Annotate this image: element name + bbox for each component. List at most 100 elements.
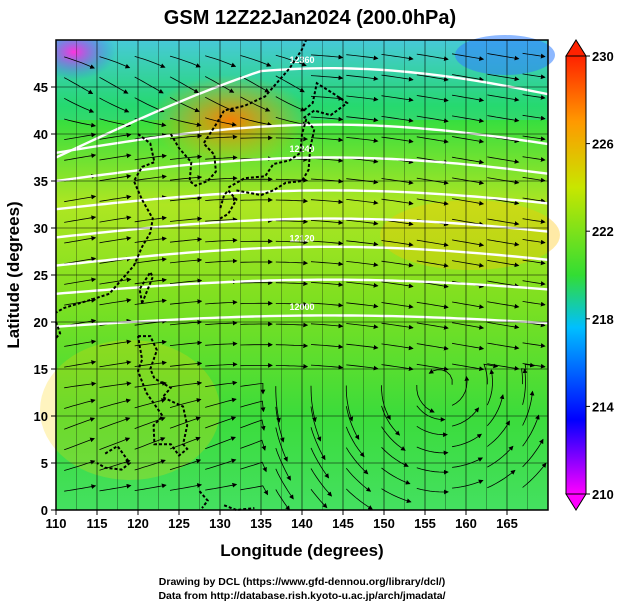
streamline-arrow	[205, 175, 238, 181]
streamline-arrow	[381, 343, 414, 351]
streamline-arrow	[345, 447, 369, 475]
y-tick-label: 35	[34, 174, 48, 189]
streamline-arrow	[452, 433, 482, 448]
streamline-arrow	[99, 483, 132, 492]
streamline-arrow	[452, 94, 485, 103]
streamline-arrow	[169, 319, 203, 326]
streamline-arrow	[522, 176, 546, 183]
streamline-arrow	[169, 237, 203, 243]
field-cold-region	[455, 35, 555, 75]
streamline-arrow	[240, 382, 266, 395]
streamline-arrow	[99, 215, 132, 223]
streamline-arrow	[522, 390, 535, 426]
streamline-arrow	[310, 344, 344, 350]
streamline-arrow	[99, 76, 129, 94]
streamline-arrow	[64, 97, 95, 113]
streamline-arrow	[64, 417, 96, 430]
streamline-arrow	[487, 156, 520, 164]
streamline-arrow	[169, 175, 203, 181]
streamline-arrow	[134, 133, 167, 140]
x-tick-label: 145	[332, 516, 354, 531]
streamline-arrow	[416, 74, 449, 82]
streamline-arrow	[522, 197, 546, 204]
streamline-arrow	[416, 115, 449, 123]
streamline-arrow	[134, 153, 167, 161]
streamline-arrow	[346, 302, 379, 309]
streamline-arrow	[134, 437, 166, 450]
streamline-arrow	[310, 199, 344, 205]
streamline-arrow	[487, 73, 520, 82]
streamline-arrow	[205, 341, 238, 347]
streamline-arrow	[169, 97, 200, 113]
streamline-arrow	[487, 363, 520, 371]
streamline-arrow	[452, 53, 485, 61]
streamline-arrow	[205, 155, 238, 160]
streamline-arrow	[205, 299, 238, 305]
streamline-arrow	[522, 342, 546, 348]
streamline-arrow	[416, 198, 449, 206]
streamline-arrow	[240, 96, 271, 112]
streamline-arrow	[416, 363, 449, 372]
streamline-arrow	[64, 437, 95, 451]
streamline-arrow	[345, 385, 354, 422]
coastline	[55, 321, 62, 339]
field-warm-south	[40, 340, 220, 480]
x-tick-label: 150	[373, 516, 395, 531]
streamline-arrow	[381, 116, 414, 123]
streamline-arrow	[275, 489, 290, 511]
streamline-arrow	[416, 425, 448, 438]
streamline-arrow	[416, 343, 449, 351]
streamline-arrow	[381, 95, 414, 103]
coastline	[227, 117, 316, 197]
streamline-arrow	[99, 398, 131, 409]
streamline-arrow	[169, 154, 203, 160]
streamline-arrow	[205, 458, 237, 470]
streamline-arrow	[487, 342, 520, 350]
streamline-arrow	[134, 236, 167, 243]
y-axis-ticks: 0 5 10 15 20 25 30 35 40 45	[34, 80, 56, 518]
streamline-arrow	[310, 323, 344, 329]
streamline-arrow	[416, 260, 449, 268]
x-tick-label: 120	[127, 516, 149, 531]
streamline-arrow	[346, 137, 379, 143]
colorbar-tick-label: 222	[592, 224, 614, 239]
streamline-arrow	[346, 240, 379, 247]
y-tick-label: 45	[34, 80, 48, 95]
x-tick-label: 130	[209, 516, 231, 531]
streamline-arrow	[452, 479, 484, 489]
y-tick-label: 10	[34, 409, 48, 424]
streamline-arrow	[310, 468, 333, 497]
streamline-arrow	[64, 459, 96, 471]
streamline-arrow	[134, 174, 167, 181]
streamline-arrow	[99, 236, 132, 244]
streamline-arrow	[522, 239, 546, 245]
streamline-arrow	[64, 153, 97, 161]
streamline-arrow	[240, 439, 267, 451]
streamline-arrow	[240, 55, 272, 67]
streamline-arrow	[416, 239, 449, 248]
streamline-arrow	[99, 194, 132, 202]
streamline-arrow	[452, 260, 485, 268]
streamline-arrow	[169, 416, 201, 429]
footer-credit-dcl: Drawing by DCL (https://www.gfd-dennou.o…	[159, 576, 445, 588]
streamline-arrow	[134, 483, 167, 491]
streamline-arrow	[381, 405, 401, 436]
streamline-arrow	[99, 174, 132, 182]
y-tick-label: 40	[34, 127, 48, 142]
streamline-arrow	[483, 363, 499, 385]
streamline-arrow	[310, 116, 344, 122]
y-tick-label: 25	[34, 268, 48, 283]
streamline-arrow	[487, 322, 520, 330]
streamline-arrow	[487, 218, 520, 226]
streamline-arrow	[240, 485, 268, 496]
streamline-arrow	[310, 95, 344, 101]
streamline-arrow	[169, 380, 203, 388]
streamline-arrow	[169, 299, 203, 305]
streamline-arrow	[452, 74, 485, 82]
streamline-arrow	[452, 156, 485, 165]
streamline-arrow	[310, 261, 344, 267]
coastline	[55, 133, 156, 314]
streamline-arrow	[275, 468, 294, 500]
streamline-arrow	[522, 462, 547, 488]
streamline-arrow	[169, 340, 203, 346]
